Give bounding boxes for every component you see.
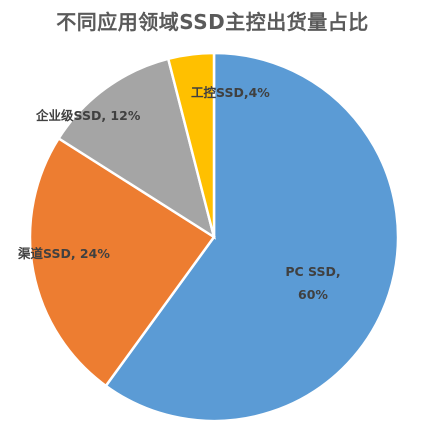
slice-industrial-ssd bbox=[166, 51, 216, 238]
pie-slices bbox=[28, 51, 400, 423]
slice-pc-ssd bbox=[104, 51, 400, 423]
slice-channel-ssd bbox=[28, 136, 216, 388]
label-industrial-ssd: 工控SSD,4% bbox=[191, 85, 270, 100]
slice-enterprise-ssd bbox=[56, 57, 216, 240]
label-pc-ssd: PC SSD, 60% bbox=[285, 264, 340, 302]
chart-title: 不同应用领域SSD主控出货量占比 bbox=[56, 10, 369, 34]
label-channel-ssd: 渠道SSD, 24% bbox=[18, 246, 110, 261]
label-enterprise-ssd: 企业级SSD, 12% bbox=[35, 108, 141, 123]
pie-labels: PC SSD, 60% 渠道SSD, 24% 企业级SSD, 12% 工控SSD,4% bbox=[18, 85, 341, 302]
